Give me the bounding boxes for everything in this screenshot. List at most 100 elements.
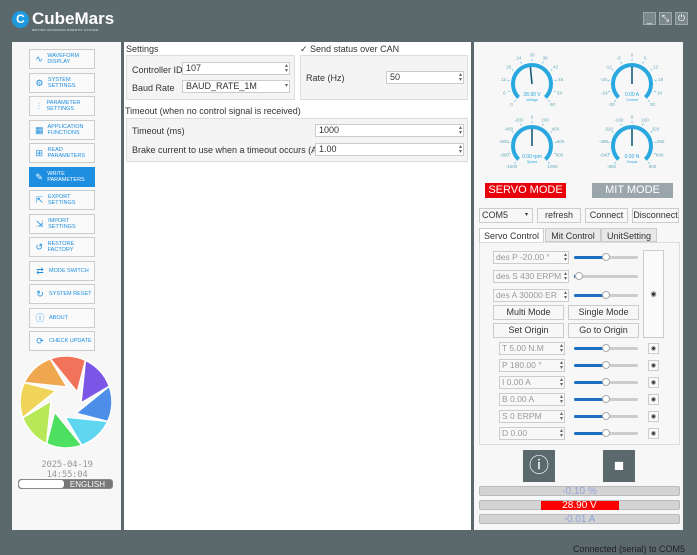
sidebar-item-system-settings[interactable]: ⚙ SYSTEM SETTINGS xyxy=(29,72,95,93)
gauge-tick-label: 480 xyxy=(657,139,665,144)
send-des-button[interactable]: ◉ xyxy=(643,250,664,338)
param-input[interactable]: B 0.00 A ▴ ▾ xyxy=(499,393,565,406)
send-param-button[interactable]: ◉ xyxy=(648,343,659,354)
param-slider[interactable] xyxy=(574,361,638,369)
language-toggle[interactable]: ENGLISH xyxy=(18,479,113,489)
des-slider[interactable] xyxy=(574,272,638,280)
param-input[interactable]: D 0.00 ▴ ▾ xyxy=(499,427,565,440)
sidebar: ∿ WAVEFORM DISPLAY ⚙ SYSTEM SETTINGS ⫶ PARAME… xyxy=(12,42,121,530)
baud-rate-select[interactable]: BAUD_RATE_1M ▾ xyxy=(182,80,290,93)
gauge-tick xyxy=(642,61,644,64)
brake-button[interactable]: ⓘ xyxy=(523,450,555,482)
send-status-checkbox[interactable]: ✓ Send status over CAN xyxy=(300,44,400,54)
param-input[interactable]: T 5.00 N.M ▴ ▾ xyxy=(499,342,565,355)
sidebar-item-write-parameters[interactable]: ✎ WRITE PARAMETERS xyxy=(29,166,95,187)
gauge-value: 0.00 A xyxy=(625,92,640,98)
sidebar-item-mode-switch[interactable]: ⇄ MODE SWITCH xyxy=(29,260,95,281)
tab-mit-control[interactable]: Mit Control xyxy=(545,228,601,242)
des-slider[interactable] xyxy=(574,253,638,261)
port-select[interactable]: COM5 ▾ xyxy=(479,208,533,223)
brake-current-input[interactable]: 1.00 ▴ ▾ xyxy=(315,143,464,156)
send-param-button[interactable]: ◉ xyxy=(648,428,659,439)
status-bar: Connected (serial) to COM5 xyxy=(572,544,685,554)
stop-button[interactable]: ⏹ xyxy=(603,450,635,482)
param-slider[interactable] xyxy=(574,378,638,386)
gauge-name: Speed xyxy=(527,160,537,164)
send-param-button[interactable]: ◉ xyxy=(648,360,659,371)
sidebar-item-export-settings[interactable]: ⇱ EXPORT SETTINGS xyxy=(29,190,95,210)
gauge-tick xyxy=(511,131,514,133)
restore-icon: ↺ xyxy=(35,242,44,252)
gauge-tick xyxy=(653,152,656,155)
sidebar-item-system-reset[interactable]: ↻ SYSTEM RESET xyxy=(29,284,95,304)
baud-rate-label: Baud Rate xyxy=(132,83,175,93)
sidebar-item-about[interactable]: ⓘ ABOUT xyxy=(29,307,95,328)
send-param-button[interactable]: ◉ xyxy=(648,411,659,422)
gauge-tick xyxy=(611,69,614,71)
play-icon: ◉ xyxy=(650,291,657,298)
param-input[interactable]: P 180.00 ° ▴ ▾ xyxy=(499,359,565,372)
sidebar-item-label: CHECK UPDATE xyxy=(49,338,92,344)
param-input[interactable]: I 0.00 A ▴ ▾ xyxy=(499,376,565,389)
sidebar-item-check-update[interactable]: ⟳ CHECK UPDATE xyxy=(29,331,95,351)
sidebar-item-application-functions[interactable]: ▦ APPLICATION FUNCTIONS xyxy=(29,119,95,140)
alert-icon: ⓘ xyxy=(529,455,549,477)
set-origin-button[interactable]: Set Origin xyxy=(493,323,564,338)
des-input[interactable]: des P -20.00 ° ▴ ▾ xyxy=(493,251,569,264)
param-slider[interactable] xyxy=(574,412,638,420)
gauge-tick xyxy=(650,69,653,71)
gauge-tick-label: 1000 xyxy=(547,164,558,169)
rate-input[interactable]: 50 ▴ ▾ xyxy=(386,71,464,84)
gauge-tick-label: 800 xyxy=(649,164,657,169)
play-icon: ◉ xyxy=(650,431,657,437)
send-param-button[interactable]: ◉ xyxy=(648,394,659,405)
param-slider[interactable] xyxy=(574,395,638,403)
maximize-button[interactable]: ⤡ xyxy=(659,12,672,25)
gauge-tick xyxy=(548,100,550,102)
multi-mode-button[interactable]: Multi Mode xyxy=(493,305,564,320)
gauge-tick xyxy=(508,152,511,155)
des-input[interactable]: des A 30000 ER ▴ ▾ xyxy=(493,289,569,302)
gauge-tick-label: 640 xyxy=(656,152,664,157)
go-to-origin-button[interactable]: Go to Origin xyxy=(568,323,639,338)
gauge-tick-label: -640 xyxy=(600,152,610,157)
des-input[interactable]: des S 430 ERPM ▴ ▾ xyxy=(493,270,569,283)
gauge-name: Voltage xyxy=(526,98,538,102)
gauge-arc xyxy=(611,125,653,161)
param-slider[interactable] xyxy=(574,429,638,437)
waveform-icon: ∿ xyxy=(35,54,43,64)
param-slider[interactable] xyxy=(574,344,638,352)
tab-unit-setting[interactable]: UnitSetting xyxy=(601,228,657,242)
sidebar-item-parameter-settings[interactable]: ⫶ PARAMETER SETTINGS xyxy=(29,96,95,116)
gauge-tick xyxy=(508,90,511,93)
sidebar-item-restore-factory[interactable]: ↺ RESTORE FACTORY xyxy=(29,237,95,257)
tab-servo-control[interactable]: Servo Control xyxy=(479,228,544,242)
gauge-tick-label: 60 xyxy=(550,102,556,107)
gauge-tick-label: -24 xyxy=(601,90,608,95)
cubemars-logo: C CubeMars MOTION ADVANCED ROBOTIC SYSTEM xyxy=(12,9,114,32)
close-button[interactable]: ⏻ xyxy=(675,12,688,25)
param-input[interactable]: S 0 ERPM ▴ ▾ xyxy=(499,410,565,423)
gauge-tick-label: 24 xyxy=(657,90,663,95)
gauge-tick-label: -6 xyxy=(617,56,621,61)
sidebar-item-waveform-display[interactable]: ∿ WAVEFORM DISPLAY xyxy=(29,49,95,69)
refresh-button[interactable]: refresh xyxy=(537,208,581,223)
sidebar-item-import-settings[interactable]: ⇲ IMPORT SETTINGS xyxy=(29,213,95,234)
gauge-tick-label: -1000 xyxy=(506,164,518,169)
aperture-blade xyxy=(23,357,69,388)
import-icon: ⇲ xyxy=(35,218,44,229)
send-param-button[interactable]: ◉ xyxy=(648,377,659,388)
des-slider[interactable] xyxy=(574,291,638,299)
gauge-tick xyxy=(611,131,614,133)
minimize-button[interactable]: _ xyxy=(643,12,656,25)
controller-id-input[interactable]: 107 ▴ ▾ xyxy=(182,62,290,75)
servo-mode-button[interactable]: SERVO MODE xyxy=(485,183,566,198)
timeout-input[interactable]: 1000 ▴ ▾ xyxy=(315,124,464,137)
sidebar-item-label: WAVEFORM DISPLAY xyxy=(47,53,80,65)
sidebar-item-read-parameters[interactable]: ⊞ READ PARAMETERS xyxy=(29,143,95,163)
gauge-tick-label: 6 xyxy=(644,56,647,61)
disconnect-button[interactable]: Disconnect xyxy=(632,208,679,223)
single-mode-button[interactable]: Single Mode xyxy=(568,305,639,320)
connect-button[interactable]: Connect xyxy=(585,208,628,223)
mit-mode-button[interactable]: MIT MODE xyxy=(592,183,673,198)
